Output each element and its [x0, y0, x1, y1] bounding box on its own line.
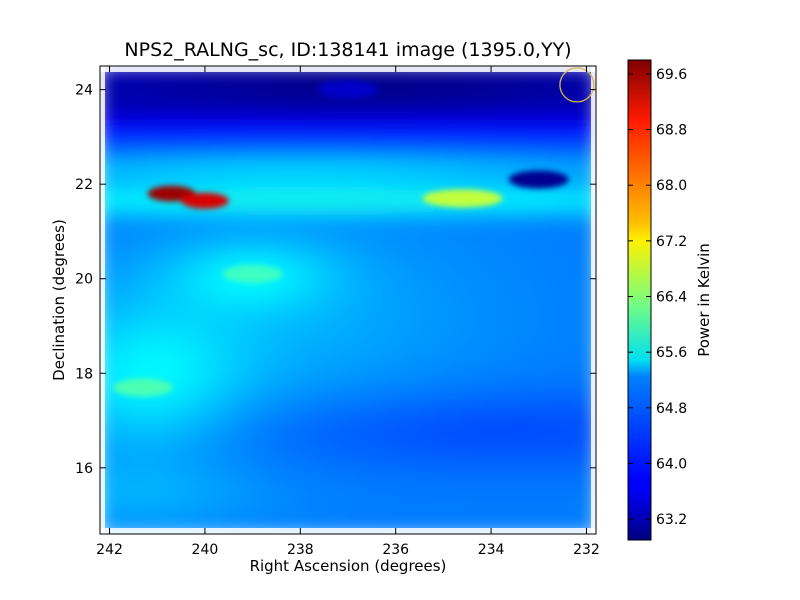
colorbar-ticks: 63.2 64.0 64.8 65.6 66.4 67.2 68.0 68.8 69.6	[628, 67, 687, 528]
colorbar-tick-label: 64.0	[656, 456, 687, 472]
y-axis-label: Declination (degrees)	[50, 219, 68, 381]
colorbar-label: Power in Kelvin	[695, 243, 713, 357]
image-edge-fade	[100, 66, 596, 534]
colorbar-tick-label: 65.6	[656, 345, 687, 361]
colorbar-tick-label: 68.0	[656, 178, 687, 194]
heatmap-feature	[422, 189, 503, 208]
x-tick-label: 240	[192, 542, 219, 558]
colorbar-tick-label: 64.8	[656, 401, 687, 417]
x-tick-label: 242	[96, 542, 123, 558]
plot-frame	[99, 65, 597, 535]
colorbar	[627, 59, 652, 541]
colorbar-tick-label: 67.2	[656, 234, 687, 250]
y-axis: 16 18 20 22 24	[75, 83, 596, 477]
x-tick-label: 238	[287, 542, 314, 558]
colorbar-tick-label: 69.6	[656, 67, 687, 83]
y-tick-label: 24	[75, 83, 93, 99]
y-tick-label: 20	[75, 272, 93, 288]
x-tick-label: 234	[478, 542, 505, 558]
heatmap-feature	[112, 378, 173, 397]
colorbar-tick-label: 63.2	[656, 512, 687, 528]
x-tick-label: 232	[573, 542, 600, 558]
y-tick-label: 22	[75, 177, 93, 193]
colorbar-tick-label: 66.4	[656, 290, 687, 306]
x-axis-label: Right Ascension (degrees)	[250, 557, 447, 575]
y-tick-label: 16	[75, 461, 93, 477]
y-tick-label: 18	[75, 366, 93, 382]
beam-marker-circle	[559, 67, 595, 103]
colorbar-tick-label: 68.8	[656, 123, 687, 139]
heatmap-feature	[180, 192, 229, 209]
heatmap-feature	[318, 80, 378, 99]
x-tick-label: 236	[382, 542, 409, 558]
heatmap	[100, 66, 596, 534]
x-axis: 242 240 238 236 234 232	[96, 66, 600, 558]
chart-title: NPS2_RALNG_sc, ID:138141 image (1395.0,Y…	[124, 39, 571, 61]
heatmap-feature	[222, 265, 283, 283]
heatmap-feature	[508, 170, 569, 189]
